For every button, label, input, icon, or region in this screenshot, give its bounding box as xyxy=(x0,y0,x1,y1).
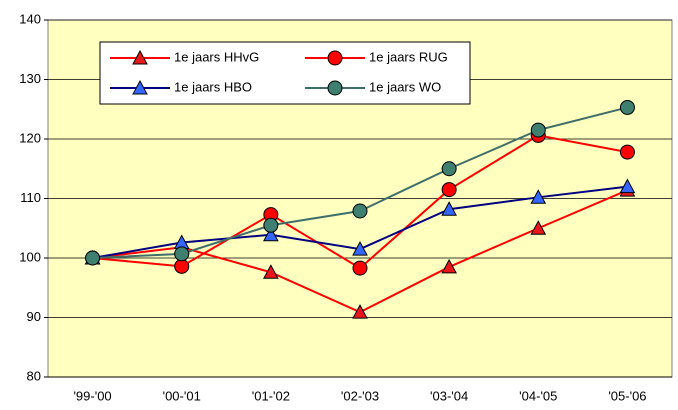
marker xyxy=(85,250,101,266)
marker xyxy=(530,122,546,138)
legend-label: 1e jaars HHvG xyxy=(174,49,259,64)
marker xyxy=(530,189,547,204)
marker xyxy=(619,178,636,194)
x-tick-label: '05-'06 xyxy=(608,388,646,403)
marker xyxy=(352,260,368,276)
y-tick-label: 130 xyxy=(19,71,41,86)
marker xyxy=(263,217,279,233)
marker xyxy=(327,50,343,66)
marker xyxy=(352,203,368,219)
y-tick-label: 140 xyxy=(19,11,41,26)
x-tick-label: '03-'04 xyxy=(430,388,468,403)
marker xyxy=(352,304,368,319)
marker xyxy=(441,182,457,198)
marker xyxy=(263,226,279,242)
x-tick-label: '01-'02 xyxy=(252,388,290,403)
legend xyxy=(99,41,471,105)
marker xyxy=(619,144,635,160)
y-tick-label: 120 xyxy=(19,130,41,145)
x-tick-label: '00-'01 xyxy=(163,388,201,403)
x-tick-label: '04-'05 xyxy=(519,388,557,403)
marker xyxy=(619,99,635,115)
legend-label: 1e jaars RUG xyxy=(369,49,448,64)
marker xyxy=(174,246,190,262)
marker xyxy=(132,49,148,65)
marker xyxy=(352,241,368,256)
legend-label: 1e jaars WO xyxy=(369,79,441,94)
marker xyxy=(441,258,457,274)
marker xyxy=(327,80,343,96)
marker xyxy=(441,161,457,177)
x-tick-label: '02-'03 xyxy=(341,388,379,403)
y-tick-label: 100 xyxy=(19,249,41,264)
y-tick-label: 80 xyxy=(27,368,41,383)
legend-label: 1e jaars HBO xyxy=(174,79,252,94)
y-tick-label: 90 xyxy=(27,309,41,324)
marker xyxy=(174,258,190,274)
x-tick-label: '99-'00 xyxy=(73,388,111,403)
marker xyxy=(530,220,547,235)
marker xyxy=(441,201,457,216)
marker xyxy=(263,264,279,279)
marker xyxy=(132,79,148,95)
y-tick-label: 110 xyxy=(20,190,41,205)
